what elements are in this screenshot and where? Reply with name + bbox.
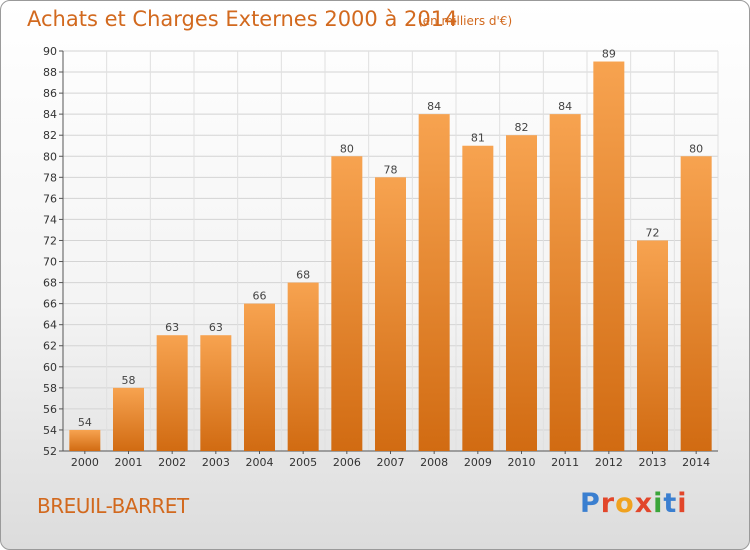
- x-tick-label-2013: 2013: [639, 456, 667, 469]
- bar-2003: [200, 335, 232, 451]
- y-tick-label: 68: [43, 277, 57, 290]
- y-tick-label: 60: [43, 361, 57, 374]
- logo-letter: x: [634, 488, 654, 519]
- y-tick-label: 52: [43, 445, 57, 458]
- y-tick-label: 90: [43, 45, 57, 58]
- y-tick-label: 84: [43, 108, 57, 121]
- logo-letter: i: [677, 488, 688, 519]
- bar-2010: [506, 135, 537, 452]
- bar-2013: [637, 240, 668, 451]
- bars: [69, 61, 712, 452]
- logo-letter: P: [580, 488, 601, 519]
- bar-2005: [287, 282, 319, 451]
- bar-2008: [418, 114, 450, 451]
- bar-2014: [680, 156, 712, 451]
- bar-2007: [375, 177, 406, 451]
- labels: 54 2000 58 2001 63 2002 63 2003 66 2004 68 2005 80 20…: [71, 48, 710, 469]
- y-tick-label: 72: [43, 234, 57, 247]
- data-label-2000: 54: [78, 416, 92, 429]
- data-label-2010: 82: [515, 121, 529, 134]
- bar-2001: [113, 387, 144, 451]
- y-tick-label: 88: [43, 66, 57, 79]
- data-label-2014: 80: [689, 142, 703, 155]
- x-tick-label-2012: 2012: [595, 456, 623, 469]
- y-tick-label: 66: [43, 298, 57, 311]
- y-tick-label: 80: [43, 150, 57, 163]
- bar-2000: [69, 429, 101, 451]
- x-tick-label-2005: 2005: [289, 456, 317, 469]
- data-label-2012: 89: [602, 48, 616, 61]
- x-tick-label-2010: 2010: [508, 456, 536, 469]
- data-label-2013: 72: [646, 226, 660, 239]
- logo-letter: i: [653, 488, 664, 519]
- x-tick-label-2000: 2000: [71, 456, 99, 469]
- logo-letter: t: [663, 488, 678, 519]
- logo-letter: r: [600, 488, 616, 519]
- x-tick-label-2007: 2007: [377, 456, 405, 469]
- data-label-2008: 84: [427, 100, 441, 113]
- y-tick-label: 62: [43, 340, 57, 353]
- bar-2011: [549, 114, 581, 451]
- bar-2009: [462, 145, 494, 451]
- x-tick-label-2006: 2006: [333, 456, 361, 469]
- y-tick-label: 56: [43, 403, 57, 416]
- bar-2002: [156, 335, 188, 451]
- y-tick-label: 70: [43, 256, 57, 269]
- x-tick-label-2001: 2001: [115, 456, 143, 469]
- data-label-2001: 58: [122, 374, 136, 387]
- chart-subtitle: (en milliers d'€): [418, 14, 513, 28]
- data-label-2003: 63: [209, 321, 223, 334]
- x-tick-label-2002: 2002: [158, 456, 186, 469]
- y-tick-label: 74: [43, 213, 57, 226]
- x-tick-label-2003: 2003: [202, 456, 230, 469]
- data-label-2004: 66: [253, 290, 267, 303]
- y-tick-label: 86: [43, 87, 57, 100]
- bar-2004: [244, 303, 275, 451]
- y-tick-label: 64: [43, 319, 57, 332]
- x-tick-label-2014: 2014: [682, 456, 710, 469]
- x-tick-label-2011: 2011: [551, 456, 579, 469]
- commune-name: BREUIL-BARRET: [37, 494, 189, 518]
- x-tick-label-2009: 2009: [464, 456, 492, 469]
- bar-2006: [331, 156, 363, 451]
- proxiti-logo[interactable]: Proxiti: [580, 488, 688, 519]
- data-label-2007: 78: [384, 163, 398, 176]
- y-tick-label: 58: [43, 382, 57, 395]
- logo-letter: o: [615, 488, 635, 519]
- data-label-2002: 63: [165, 321, 179, 334]
- data-label-2005: 68: [296, 269, 310, 282]
- y-tick-label: 78: [43, 171, 57, 184]
- y-tick-label: 54: [43, 424, 57, 437]
- x-tick-label-2004: 2004: [246, 456, 274, 469]
- bar-2012: [593, 61, 625, 452]
- data-label-2006: 80: [340, 142, 354, 155]
- x-tick-label-2008: 2008: [420, 456, 448, 469]
- y-tick-label: 76: [43, 192, 57, 205]
- y-tick-label: 82: [43, 129, 57, 142]
- chart-title: Achats et Charges Externes 2000 à 2014: [27, 7, 458, 31]
- data-label-2009: 81: [471, 132, 485, 145]
- data-label-2011: 84: [558, 100, 572, 113]
